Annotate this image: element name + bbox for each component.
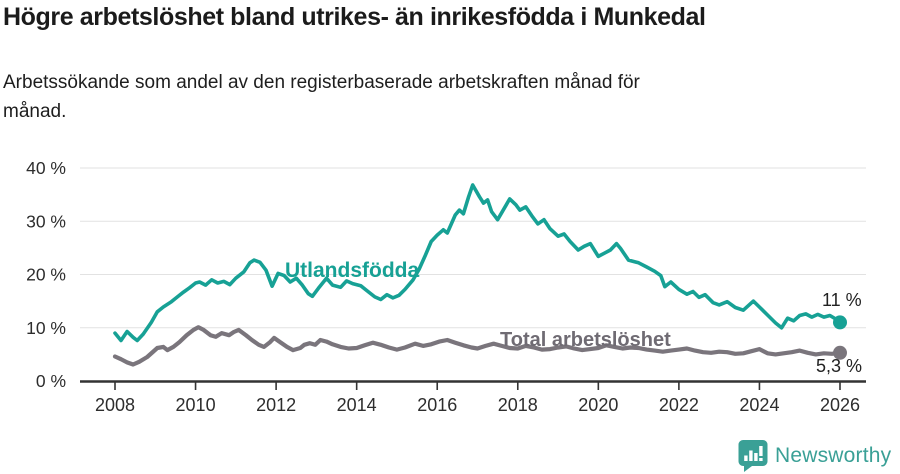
x-tick-label: 2022 — [659, 395, 699, 415]
logo-bar-short — [744, 455, 748, 461]
series-label-utlandsfodda: Utlandsfödda — [285, 259, 420, 282]
chart-subtitle-line-2: månad. — [3, 101, 67, 122]
series-line-utlandsfodda — [113, 183, 842, 343]
end-value-label-utlandsfodda: 11 % — [822, 290, 862, 310]
y-tick-label: 0 % — [36, 371, 66, 391]
x-tick-label: 2026 — [820, 395, 860, 415]
end-dot-utlandsfodda — [833, 315, 847, 330]
chart-subtitle-line-1: Arbetssökande som andel av den registerb… — [3, 72, 640, 93]
brand-footer[interactable]: Newsworthy — [738, 439, 891, 472]
logo-exclamation-dot — [759, 458, 763, 461]
x-tick-label: 2024 — [739, 395, 779, 415]
x-tick-label: 2012 — [256, 395, 296, 415]
x-tick-label: 2018 — [498, 395, 538, 415]
y-tick-label: 40 % — [26, 158, 66, 178]
y-tick-label: 30 % — [26, 211, 66, 231]
brand-name: Newsworthy — [775, 443, 892, 467]
logo-bar-medium — [754, 453, 758, 461]
x-tick-label: 2010 — [176, 395, 216, 415]
x-tick-label: 2008 — [95, 395, 135, 415]
logo-exclamation-stem — [759, 446, 763, 456]
x-tick-label: 2016 — [417, 395, 457, 415]
newsworthy-logo-icon — [738, 440, 768, 472]
end-dot-total — [833, 345, 847, 360]
chart-subtitle: Arbetssökande som andel av den registerb… — [3, 68, 640, 126]
x-tick-label: 2020 — [578, 395, 618, 415]
series-label-total-arbetsloshet: Total arbetslöshet — [500, 329, 671, 351]
series-line-total — [112, 325, 843, 367]
y-tick-label: 20 % — [26, 265, 66, 285]
chart-title: Högre arbetslöshet bland utrikes- än inr… — [3, 3, 706, 31]
logo-bar-tall — [749, 450, 753, 461]
end-value-label-total: 5,3 % — [816, 356, 863, 376]
y-tick-label: 10 % — [26, 318, 66, 338]
x-tick-label: 2014 — [337, 395, 377, 415]
